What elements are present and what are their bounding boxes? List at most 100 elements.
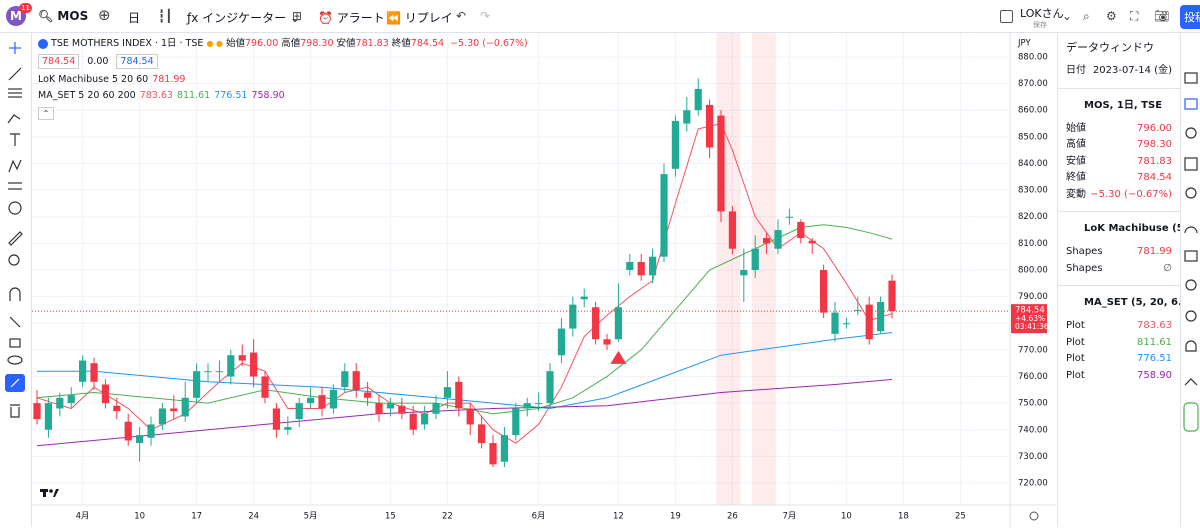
lock-tool[interactable] — [9, 338, 21, 348]
dw-label: Plot — [1066, 320, 1085, 331]
y-tick-label: 720.00 — [1018, 479, 1048, 489]
measure-tool[interactable] — [8, 231, 23, 246]
dw-section-title: LoK Machibuse (5... — [1084, 223, 1180, 234]
dw-row: 変動 −5.30 (−0.67%) — [1058, 187, 1180, 204]
help-icon[interactable] — [1183, 402, 1199, 432]
dw-row: 始値 796.00 — [1058, 121, 1180, 138]
candle-body — [204, 371, 212, 373]
candle-body — [557, 328, 566, 356]
candle-body — [523, 403, 531, 409]
dw-value: 796.00 — [1137, 122, 1172, 134]
date-label: 日付 — [1066, 65, 1086, 76]
user-menu[interactable]: ⌄ — [1062, 9, 1073, 23]
remove-tool[interactable] — [10, 404, 20, 418]
candle-body — [193, 371, 201, 398]
streams-icon[interactable] — [1184, 226, 1198, 234]
dw-row: Plot 776.51 — [1058, 351, 1180, 368]
settings-icon[interactable] — [1029, 511, 1039, 521]
last-price-box — [1011, 304, 1047, 334]
brush-tool[interactable] — [7, 114, 21, 124]
icon-tool[interactable] — [8, 201, 22, 215]
add-symbol[interactable]: ⊕ — [98, 6, 111, 24]
undo[interactable]: ↶ — [456, 9, 467, 23]
ohlc-label: 安値 — [336, 38, 356, 49]
redo[interactable]: ↷ — [480, 9, 491, 23]
dw-row: Plot 811.61 — [1058, 335, 1180, 352]
price-box: 784.54 — [38, 54, 80, 69]
fib-tool[interactable] — [8, 88, 22, 98]
candle-body — [569, 304, 577, 329]
candle-body — [842, 323, 851, 325]
snapshot[interactable]: 📷︎ — [1154, 9, 1170, 23]
settings[interactable]: ⚙ — [1106, 9, 1117, 23]
replay-button[interactable]: ⏪ リプレイ — [386, 11, 453, 25]
user[interactable]: LOKさん — [1020, 7, 1064, 20]
dw-value: 811.61 — [1137, 336, 1172, 348]
pattern-tool[interactable] — [8, 159, 22, 173]
dw-row: 安値 781.83 — [1058, 154, 1180, 171]
x-tick-label: 26 — [727, 512, 738, 522]
chart-type[interactable]: ┇┃ — [158, 9, 173, 23]
stay-drawing-tool[interactable] — [9, 316, 21, 328]
candle-body — [660, 174, 668, 257]
layout-checkbox[interactable] — [1000, 10, 1013, 23]
magnet-tool[interactable] — [9, 287, 21, 301]
hide-tool[interactable] — [7, 355, 23, 365]
alerts-icon[interactable] — [1185, 127, 1197, 139]
y-tick-label: 760.00 — [1018, 372, 1048, 382]
candle-body — [512, 408, 520, 436]
watchlist-icon[interactable] — [1184, 72, 1198, 84]
data-window-icon[interactable] — [1184, 98, 1198, 110]
candle-body — [865, 304, 873, 340]
legend-boxes: 784.54 0.00 784.54 — [38, 54, 528, 70]
dw-row: 高値 798.30 — [1058, 137, 1180, 154]
interval[interactable]: 日 — [128, 11, 141, 25]
pine-icon[interactable] — [1185, 310, 1197, 322]
prediction-tool[interactable] — [8, 182, 22, 190]
layouts[interactable]: ⊞ — [292, 9, 303, 23]
dw-value: 781.83 — [1137, 155, 1172, 167]
replay-label: リプレイ — [404, 11, 453, 25]
trading-icon[interactable] — [1184, 378, 1198, 386]
candle-body — [854, 309, 862, 311]
candle-body — [101, 384, 110, 404]
candle-body — [763, 238, 771, 244]
y-tick-label: 850.00 — [1018, 132, 1048, 142]
crosshair-tool[interactable] — [9, 42, 21, 54]
dw-section: LoK Machibuse (5... Shapes 781.99 Shapes ∅ — [1058, 211, 1180, 285]
fullscreen[interactable]: ⛶ — [1130, 9, 1139, 23]
y-tick-label: 830.00 — [1018, 186, 1048, 196]
candle-body — [181, 397, 189, 417]
calendar-icon[interactable] — [1184, 157, 1198, 171]
news-icon[interactable] — [1184, 250, 1198, 262]
candle-body — [147, 424, 155, 438]
ideas-icon[interactable] — [1185, 187, 1197, 199]
price-box: 0.00 — [87, 56, 109, 67]
quick-search[interactable]: ⌕ — [1083, 9, 1090, 23]
candle-body — [466, 408, 474, 425]
legend-title: TSE MOTHERS INDEX · 1日 · TSE — [51, 38, 204, 49]
alert-button[interactable]: ⏰ アラート — [318, 11, 385, 25]
symbol-search[interactable]: 🔍︎ MOS — [38, 9, 88, 23]
collapse-legend[interactable]: ⌃ — [38, 107, 54, 120]
candle-body — [888, 280, 896, 312]
candle-body — [535, 403, 543, 405]
candle-body — [797, 222, 805, 239]
x-tick-label: 10 — [841, 512, 852, 522]
candle-body — [728, 211, 737, 249]
notifications-icon[interactable] — [1185, 340, 1197, 352]
candle-body — [215, 371, 224, 373]
zoom-tool[interactable] — [8, 254, 20, 266]
trendline-tool[interactable] — [8, 67, 22, 81]
y-tick-label: 840.00 — [1018, 159, 1048, 169]
publish-button[interactable]: 投稿 — [1180, 5, 1200, 29]
indicators-button[interactable]: ƒx インジケーター ⌄ — [187, 11, 301, 25]
candle-body — [808, 240, 816, 244]
chat-icon[interactable] — [1185, 279, 1197, 291]
last-price-info: 03:41:36 — [1015, 322, 1049, 331]
dw-label: 変動 — [1066, 188, 1086, 200]
x-tick-label: 5月 — [304, 512, 318, 522]
text-tool[interactable] — [10, 133, 20, 146]
dw-label: Plot — [1066, 369, 1085, 381]
indicator-name: LoK Machibuse 5 20 60 — [38, 74, 149, 85]
